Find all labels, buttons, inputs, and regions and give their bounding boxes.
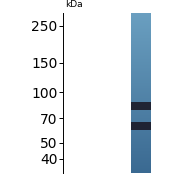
Text: kDa: kDa — [65, 0, 83, 9]
